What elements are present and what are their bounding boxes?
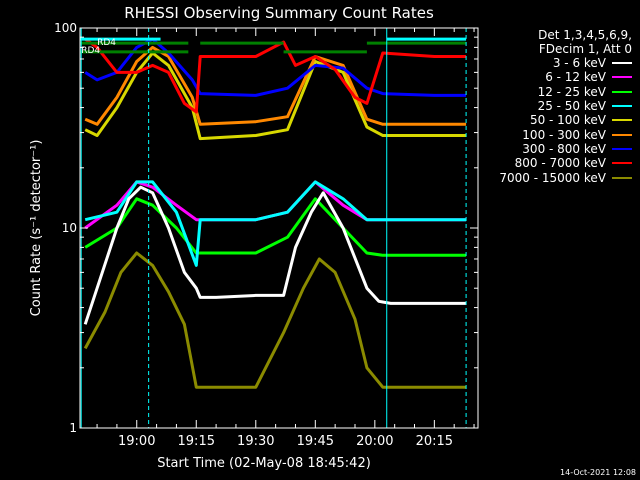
legend-swatch-0 [612, 62, 632, 65]
series-line-2 [84, 197, 467, 257]
series-line-6 [84, 37, 467, 97]
legend-swatch-4 [612, 119, 632, 122]
series-line-8 [83, 251, 467, 389]
annotation-1: RD4 [97, 38, 116, 48]
x-axis-label: Start Time (02-May-08 18:45:42) [157, 456, 371, 471]
legend-entry-4: 50 - 100 keV [480, 113, 632, 127]
x-tick-label-3: 19:45 [297, 434, 334, 449]
x-tick-label-0: 19:00 [118, 434, 155, 449]
legend-swatch-1 [612, 76, 632, 79]
legend-header-line-1: Det 1,3,4,5,6,9, [538, 28, 632, 42]
legend-label-5: 100 - 300 keV [522, 127, 606, 142]
legend-label-1: 6 - 12 keV [545, 70, 606, 85]
legend-swatch-3 [612, 105, 632, 108]
legend-label-8: 7000 - 15000 keV [499, 170, 606, 185]
legend-entry-6: 300 - 800 keV [480, 142, 632, 156]
legend-label-7: 800 - 7000 keV [514, 156, 606, 171]
y-tick-label-1: 10 [62, 221, 77, 235]
legend-header-line-2: FDecim 1, Att 0 [538, 42, 632, 56]
legend-entry-8: 7000 - 15000 keV [480, 170, 632, 185]
series-line-5 [84, 45, 467, 126]
legend-entry-1: 6 - 12 keV [480, 70, 632, 84]
legend-entry-2: 12 - 25 keV [480, 85, 632, 99]
x-tick-label-1: 19:15 [178, 434, 215, 449]
legend-entry-7: 800 - 7000 keV [480, 156, 632, 170]
series-line-3 [84, 180, 467, 267]
series-line-4 [84, 51, 467, 141]
chart-legend: Det 1,3,4,5,6,9, FDecim 1, Att 0 3 - 6 k… [480, 28, 632, 185]
x-tick-label-4: 20:00 [356, 434, 393, 449]
legend-label-6: 300 - 800 keV [522, 141, 606, 156]
annotation-0: RD4 [81, 46, 100, 56]
x-tick-label-5: 20:15 [416, 434, 453, 449]
plot-frame [79, 27, 479, 429]
legend-swatch-5 [612, 133, 632, 136]
legend-swatch-7 [612, 162, 632, 165]
legend-label-4: 50 - 100 keV [529, 113, 606, 128]
series-line-7 [84, 37, 467, 114]
y-axis-label: Count Rate (s⁻¹ detector⁻¹) [29, 140, 44, 317]
generation-timestamp: 14-Oct-2021 12:08 [560, 468, 636, 477]
series-line-0 [83, 185, 467, 325]
legend-swatch-8 [612, 176, 632, 179]
x-tick-label-2: 19:30 [237, 434, 274, 449]
legend-swatch-6 [612, 147, 632, 150]
chart-title: RHESSI Observing Summary Count Rates [124, 4, 434, 22]
legend-label-2: 12 - 25 keV [537, 84, 606, 99]
y-tick-label-0: 1 [69, 421, 77, 435]
legend-entry-0: 3 - 6 keV [480, 56, 632, 70]
legend-entry-3: 25 - 50 keV [480, 99, 632, 113]
legend-label-3: 25 - 50 keV [537, 99, 606, 114]
legend-swatch-2 [612, 90, 632, 93]
y-tick-label-2: 100 [54, 21, 77, 35]
legend-label-0: 3 - 6 keV [552, 56, 606, 71]
legend-entry-5: 100 - 300 keV [480, 127, 632, 142]
